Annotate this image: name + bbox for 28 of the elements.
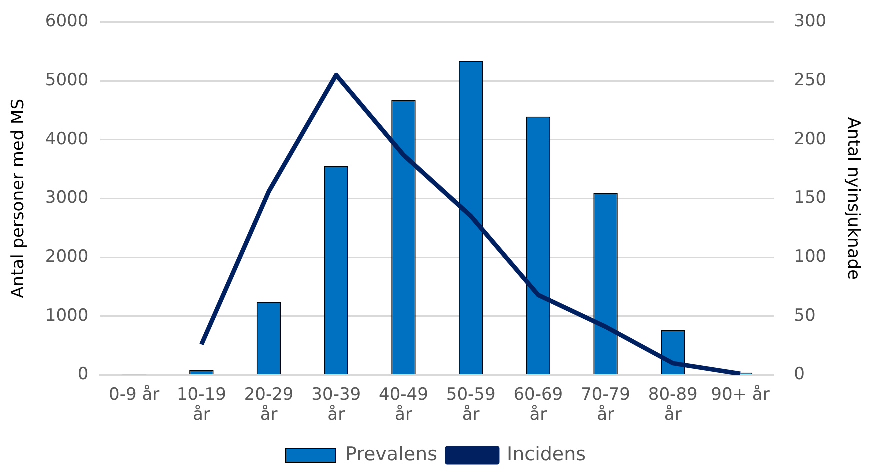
- y2-axis-title: Antal nyinsjuknade: [843, 117, 864, 280]
- y-tick-label: 5000: [45, 70, 89, 90]
- y2-tick-label: 200: [794, 129, 827, 150]
- x-tick-label: 0-9 år: [109, 384, 160, 405]
- x-tick-label: 80-89 år: [648, 384, 698, 426]
- y2-tick-label: 150: [794, 188, 827, 208]
- x-tick-label: 70-79 år: [581, 384, 630, 426]
- y-tick-label: 2000: [45, 246, 89, 267]
- y2-tick-label: 0: [794, 364, 805, 385]
- x-tick-label: 20-29 år: [244, 384, 294, 426]
- y2-tick-label: 300: [794, 12, 827, 32]
- x-tick-label: 10-19 år: [176, 384, 226, 426]
- legend-label: Incidens: [506, 443, 586, 466]
- y-tick-label: 0: [78, 364, 89, 385]
- y2-tick-label: 250: [794, 70, 827, 90]
- y-axis-title: Antal personer med MS: [8, 98, 29, 298]
- x-tick-label: 90+ år: [711, 384, 770, 405]
- y2-tick-label: 100: [794, 246, 827, 267]
- x-tick-label: 50-59 år: [446, 384, 496, 426]
- y2-tick-label: 50: [794, 306, 816, 326]
- y-tick-label: 6000: [45, 12, 89, 32]
- legend-label: Prevalens: [345, 443, 438, 466]
- y-tick-label: 3000: [45, 188, 89, 208]
- y-tick-label: 1000: [45, 306, 89, 326]
- y-tick-label: 4000: [45, 129, 89, 150]
- x-tick-label: 30-39 år: [312, 384, 362, 426]
- x-tick-label: 60-69 år: [514, 384, 564, 426]
- x-tick-label: 40-49 år: [379, 384, 428, 426]
